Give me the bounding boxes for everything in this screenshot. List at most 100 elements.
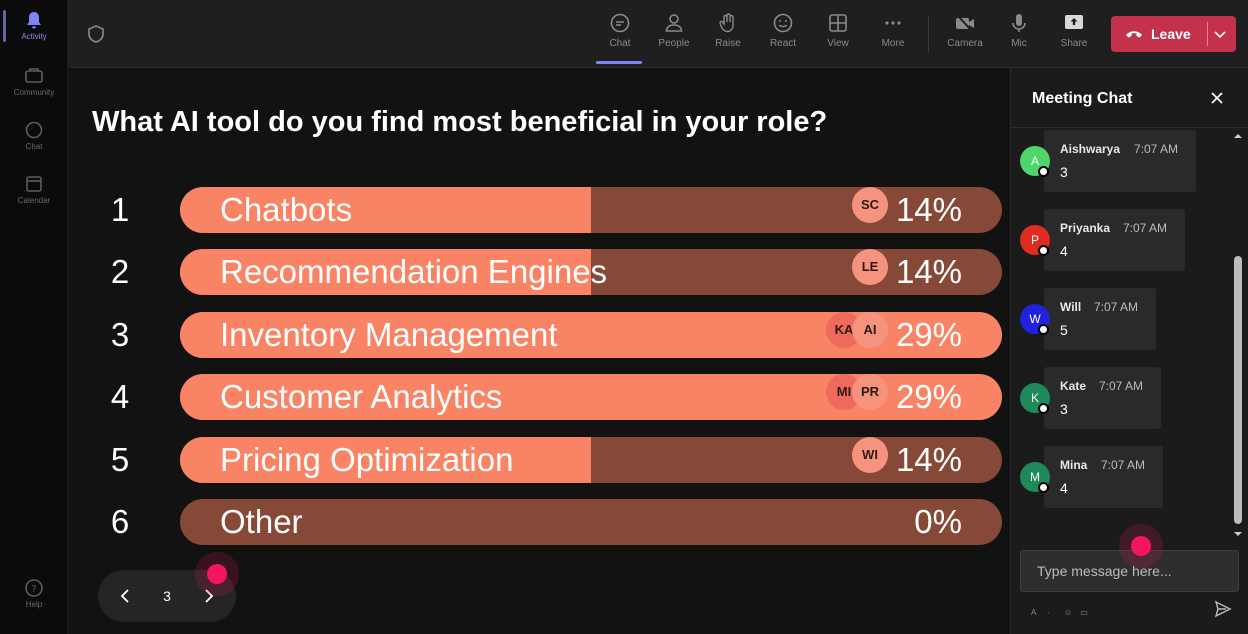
meeting-chat-panel: Meeting Chat A Aishwarya 7:07 AM 3 P Priyanka… xyxy=(1010,68,1248,634)
voter-avatar: SC xyxy=(852,187,888,223)
scrollbar-thumb[interactable] xyxy=(1234,256,1242,524)
poll-stage: What AI tool do you find most beneficial… xyxy=(68,68,1010,634)
toolbar-more-button[interactable]: More xyxy=(869,10,917,62)
share-icon xyxy=(1065,15,1083,29)
rail-item-help[interactable]: ? Help xyxy=(0,568,68,620)
shield-icon[interactable] xyxy=(86,24,106,44)
poll-question: What AI tool do you find most beneficial… xyxy=(92,106,828,138)
pointer-highlight xyxy=(207,564,227,584)
chat-message[interactable]: M Mina 7:07 AM 4 xyxy=(1020,446,1163,508)
option-bar: Inventory Management KA AI 29% xyxy=(180,312,1002,358)
chat-scrollbar[interactable] xyxy=(1232,130,1244,540)
poll-option-row: 4 Customer Analytics MI PR 29% xyxy=(68,374,1010,420)
option-percentage: 14% xyxy=(895,441,962,478)
toolbar-divider xyxy=(928,16,929,52)
option-bar: Chatbots SC 14% xyxy=(180,187,1002,233)
presence-status-icon xyxy=(1038,403,1049,414)
option-percentage: 0% xyxy=(914,503,962,540)
rail-item-calendar[interactable]: Calendar xyxy=(0,164,68,216)
bell-icon xyxy=(27,12,41,29)
sender-name: Will xyxy=(1060,300,1082,314)
option-percentage: 29% xyxy=(895,316,962,353)
presence-status-icon xyxy=(1038,245,1049,256)
chat-message[interactable]: P Priyanka 7:07 AM 4 xyxy=(1020,209,1185,271)
toolbar-label: More xyxy=(881,38,905,49)
toolbar-chat-button[interactable]: Chat xyxy=(596,10,644,64)
toolbar-label: Camera xyxy=(947,38,983,49)
toolbar-label: Mic xyxy=(1011,38,1027,49)
option-fill xyxy=(180,249,591,295)
leave-label: Leave xyxy=(1151,26,1191,42)
option-label: Inventory Management xyxy=(220,316,558,353)
toolbar-view-button[interactable]: View xyxy=(814,10,862,62)
chat-title: Meeting Chat xyxy=(1032,90,1133,107)
poll-option-row: 5 Pricing Optimization WI 14% xyxy=(68,437,1010,483)
toolbar-camera-button[interactable]: Camera xyxy=(941,10,989,62)
send-icon[interactable] xyxy=(1214,600,1232,618)
toolbar-people-button[interactable]: People xyxy=(650,10,698,62)
more-icon xyxy=(885,21,901,25)
message-text: 5 xyxy=(1060,322,1068,338)
rail-item-activity[interactable]: Activity xyxy=(0,0,68,52)
option-number: 5 xyxy=(110,441,130,478)
chat-icon xyxy=(25,121,43,139)
emoji-icon[interactable]: ☺ xyxy=(1063,608,1073,617)
option-fill xyxy=(180,187,591,233)
leave-button[interactable]: Leave xyxy=(1111,16,1236,52)
gif-icon[interactable]: ▭ xyxy=(1080,608,1088,617)
page-number: 3 xyxy=(163,588,171,604)
rail-item-label: Community xyxy=(13,88,55,97)
option-label: Chatbots xyxy=(220,191,353,228)
raise-hand-icon xyxy=(719,13,734,33)
chat-message[interactable]: K Kate 7:07 AM 3 xyxy=(1020,367,1161,429)
message-timestamp: 7:07 AM xyxy=(1123,221,1168,235)
message-timestamp: 7:07 AM xyxy=(1134,142,1179,156)
toolbar-raise-button[interactable]: Raise xyxy=(704,10,752,62)
toolbar-label: Raise xyxy=(715,38,741,49)
chevron-right-icon[interactable] xyxy=(202,588,216,604)
chat-icon xyxy=(610,13,630,33)
option-number: 4 xyxy=(110,378,130,415)
presence-status-icon xyxy=(1038,166,1049,177)
leave-divider xyxy=(1207,22,1208,46)
app-rail: Activity Community Chat Calendar ? Help xyxy=(0,0,68,634)
rail-item-chat[interactable]: Chat xyxy=(0,110,68,162)
option-percentage: 14% xyxy=(895,191,962,228)
pointer-highlight xyxy=(1131,536,1151,556)
option-number: 2 xyxy=(110,253,130,290)
format-icon[interactable]: A xyxy=(1031,608,1037,617)
chevron-left-icon[interactable] xyxy=(118,588,132,604)
close-icon[interactable] xyxy=(1209,90,1225,106)
poll-option-row: 1 Chatbots SC 14% xyxy=(68,187,1010,233)
chat-message[interactable]: W Will 7:07 AM 5 xyxy=(1020,288,1156,350)
toolbar-react-button[interactable]: React xyxy=(759,10,807,62)
toolbar-label: Share xyxy=(1060,38,1088,49)
scroll-down-icon[interactable] xyxy=(1234,530,1242,538)
message-text: 3 xyxy=(1060,401,1068,417)
rail-item-community[interactable]: Community xyxy=(0,56,68,108)
toolbar-label: React xyxy=(769,38,797,49)
option-percentage: 29% xyxy=(895,378,962,415)
message-timestamp: 7:07 AM xyxy=(1101,458,1146,472)
voter-avatar: AI xyxy=(852,312,888,348)
people-icon xyxy=(665,14,683,32)
toolbar-mic-button[interactable]: Mic xyxy=(995,10,1043,62)
option-bar: Customer Analytics MI PR 29% xyxy=(180,374,1002,420)
option-label: Other xyxy=(220,503,303,540)
toolbar-label: Chat xyxy=(609,38,631,49)
attach-icon[interactable]: ∙ xyxy=(1047,608,1050,617)
toolbar-share-button[interactable]: Share xyxy=(1050,10,1098,62)
option-number: 6 xyxy=(110,503,130,540)
scroll-up-icon[interactable] xyxy=(1234,132,1242,140)
chat-message[interactable]: A Aishwarya 7:07 AM 3 xyxy=(1020,130,1196,192)
voter-avatar: WI xyxy=(852,437,888,473)
chat-message-input[interactable] xyxy=(1020,550,1239,592)
toolbar-label: View xyxy=(827,38,849,49)
chevron-down-icon[interactable] xyxy=(1213,27,1227,41)
meeting-toolbar: Chat People Raise React View More Camera… xyxy=(68,0,1248,68)
poll-option-row: 6 Other 0% xyxy=(68,499,1010,545)
option-label: Customer Analytics xyxy=(220,378,503,415)
option-number: 1 xyxy=(110,191,130,228)
presence-status-icon xyxy=(1038,324,1049,335)
camera-off-icon xyxy=(956,14,974,33)
